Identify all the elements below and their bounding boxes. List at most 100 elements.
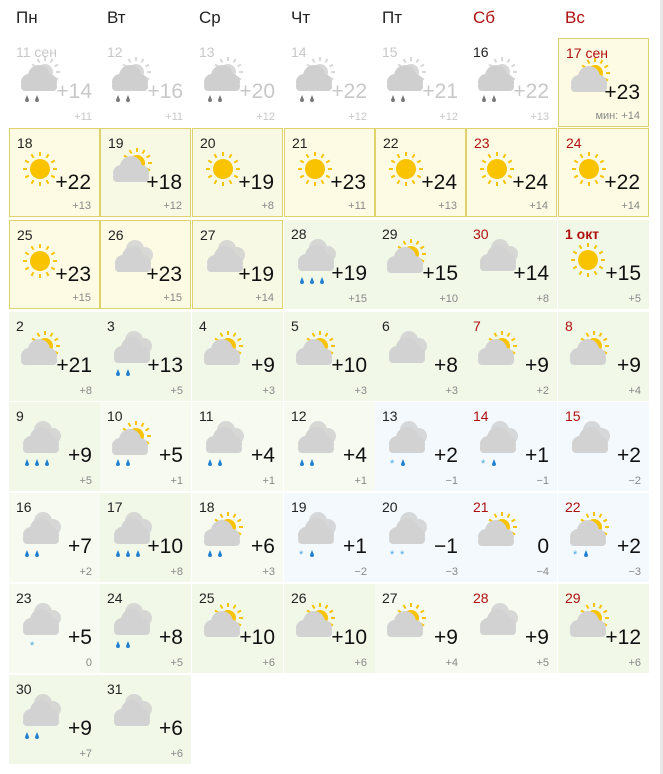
weather-partly-icon <box>196 56 252 108</box>
min-temp: +10 <box>439 293 458 305</box>
day-date: 3 <box>107 318 115 334</box>
day-cell[interactable]: 5 +10 +3 <box>284 312 375 401</box>
raindrop-icon <box>584 550 588 557</box>
cloud-icon <box>389 421 427 453</box>
day-cell-today[interactable]: 17 сен +23 мин: +14 <box>558 38 649 127</box>
day-cell[interactable]: 21 +23 +11 <box>284 128 375 217</box>
day-cell[interactable]: 16 +7 +2 <box>9 493 100 582</box>
day-date: 27 <box>382 590 398 606</box>
day-cell[interactable]: 19 +18 +12 <box>100 128 191 217</box>
day-cell[interactable]: 26 +23 +15 <box>100 220 191 309</box>
day-cell[interactable]: 13 * +2 −1 <box>375 402 466 491</box>
max-temp: +9 <box>68 444 92 467</box>
snow-icon: * <box>481 458 486 470</box>
day-cell[interactable]: 10 +5 +1 <box>100 402 191 491</box>
day-date: 25 <box>17 227 33 243</box>
day-cell[interactable]: 11 +4 +1 <box>192 402 283 491</box>
cloud-icon <box>572 421 610 453</box>
max-temp: +10 <box>331 354 367 377</box>
day-cell[interactable]: 31 +6 +6 <box>100 675 191 764</box>
day-cell[interactable]: 20 +19 +8 <box>192 128 283 217</box>
day-date: 21 <box>292 135 308 151</box>
raindrop-icon <box>401 95 405 102</box>
day-cell[interactable]: 24 +22 +14 <box>558 128 649 217</box>
day-cell[interactable]: 18 +6 +3 <box>192 493 283 582</box>
max-temp: +9 <box>434 626 458 649</box>
day-cell[interactable]: 16 +22 +13 <box>466 38 557 127</box>
max-temp: +14 <box>56 80 92 103</box>
raindrop-icon <box>126 369 130 376</box>
day-cell[interactable]: 13 +20 +12 <box>192 38 283 127</box>
weather-cloud-icon <box>104 511 160 563</box>
day-cell[interactable]: 30 +14 +8 <box>466 220 557 309</box>
day-cell[interactable]: 28 +19 +15 <box>284 220 375 309</box>
weather-cloud-icon <box>562 420 618 472</box>
max-temp: +22 <box>331 80 367 103</box>
raindrop-icon <box>218 550 222 557</box>
cloud-icon <box>204 611 240 637</box>
day-cell[interactable]: 20 * * −1 −3 <box>375 493 466 582</box>
cloud-icon <box>23 694 61 726</box>
day-cell[interactable]: 30 +9 +7 <box>9 675 100 764</box>
day-cell[interactable]: 29 +12 +6 <box>558 584 649 673</box>
snow-icon: * <box>573 549 578 561</box>
day-cell[interactable]: 27 +19 +14 <box>192 220 283 309</box>
weather-cloud-icon: * <box>288 511 344 563</box>
raindrop-icon <box>25 95 29 102</box>
weather-partly-icon <box>104 420 160 472</box>
day-cell[interactable]: 22 * +2 −3 <box>558 493 649 582</box>
day-cell[interactable]: 25 +23 +15 <box>9 220 100 309</box>
weather-partly-icon <box>196 330 252 382</box>
day-cell[interactable]: 14 * +1 −1 <box>466 402 557 491</box>
day-cell[interactable]: 23 * +5 0 <box>9 584 100 673</box>
day-cell[interactable]: 11 сен +14 +11 <box>9 38 100 127</box>
day-cell[interactable]: 15 +21 +12 <box>375 38 466 127</box>
day-cell[interactable]: 2 +21 +8 <box>9 312 100 401</box>
day-date: 15 <box>382 44 398 60</box>
weather-cloud-icon <box>288 420 344 472</box>
raindrop-icon <box>126 641 130 648</box>
min-temp: +12 <box>348 111 367 123</box>
day-cell[interactable]: 4 +9 +3 <box>192 312 283 401</box>
raindrop-icon <box>136 550 140 557</box>
max-temp: +22 <box>604 171 640 194</box>
min-temp: мин: +14 <box>595 110 640 122</box>
max-temp: +4 <box>251 444 275 467</box>
day-cell[interactable]: 8 +9 +4 <box>558 312 649 401</box>
day-cell[interactable]: 24 +8 +5 <box>100 584 191 673</box>
day-cell[interactable]: 12 +4 +1 <box>284 402 375 491</box>
day-cell[interactable]: 26 +10 +6 <box>284 584 375 673</box>
raindrop-icon <box>310 277 314 284</box>
day-cell[interactable]: 3 +13 +5 <box>100 312 191 401</box>
day-cell[interactable]: 17 +10 +8 <box>100 493 191 582</box>
day-cell[interactable]: 14 +22 +12 <box>284 38 375 127</box>
weather-sun-icon <box>197 147 253 199</box>
max-temp: +19 <box>238 171 274 194</box>
cloud-icon <box>23 512 61 544</box>
min-temp: +15 <box>163 292 182 304</box>
day-cell[interactable]: 23 +24 +14 <box>466 128 557 217</box>
weather-cloud-icon <box>104 602 160 654</box>
day-cell[interactable]: 25 +10 +6 <box>192 584 283 673</box>
day-cell[interactable]: 7 +9 +2 <box>466 312 557 401</box>
day-cell[interactable]: 6 +8 +3 <box>375 312 466 401</box>
day-cell[interactable]: 18 +22 +13 <box>9 128 100 217</box>
weather-cloud-icon <box>197 239 253 291</box>
day-cell[interactable]: 9 +9 +5 <box>9 402 100 491</box>
day-date: 11 сен <box>16 44 57 60</box>
cloud-icon <box>21 65 57 91</box>
day-cell[interactable]: 27 +9 +4 <box>375 584 466 673</box>
day-cell[interactable]: 15 +2 −2 <box>558 402 649 491</box>
cloud-icon <box>478 65 514 91</box>
day-cell[interactable]: 1 окт +15 +5 <box>558 220 649 309</box>
raindrop-icon <box>126 550 130 557</box>
day-cell[interactable]: 28 +9 +5 <box>466 584 557 673</box>
day-cell[interactable]: 22 +24 +13 <box>375 128 466 217</box>
day-cell[interactable]: 21 0 −4 <box>466 493 557 582</box>
day-cell[interactable]: 19 * +1 −2 <box>284 493 375 582</box>
day-cell[interactable]: 29 +15 +10 <box>375 220 466 309</box>
scrollbar[interactable] <box>660 0 663 774</box>
day-cell[interactable]: 12 +16 +11 <box>100 38 191 127</box>
raindrop-icon <box>116 95 120 102</box>
day-date: 13 <box>382 408 398 424</box>
